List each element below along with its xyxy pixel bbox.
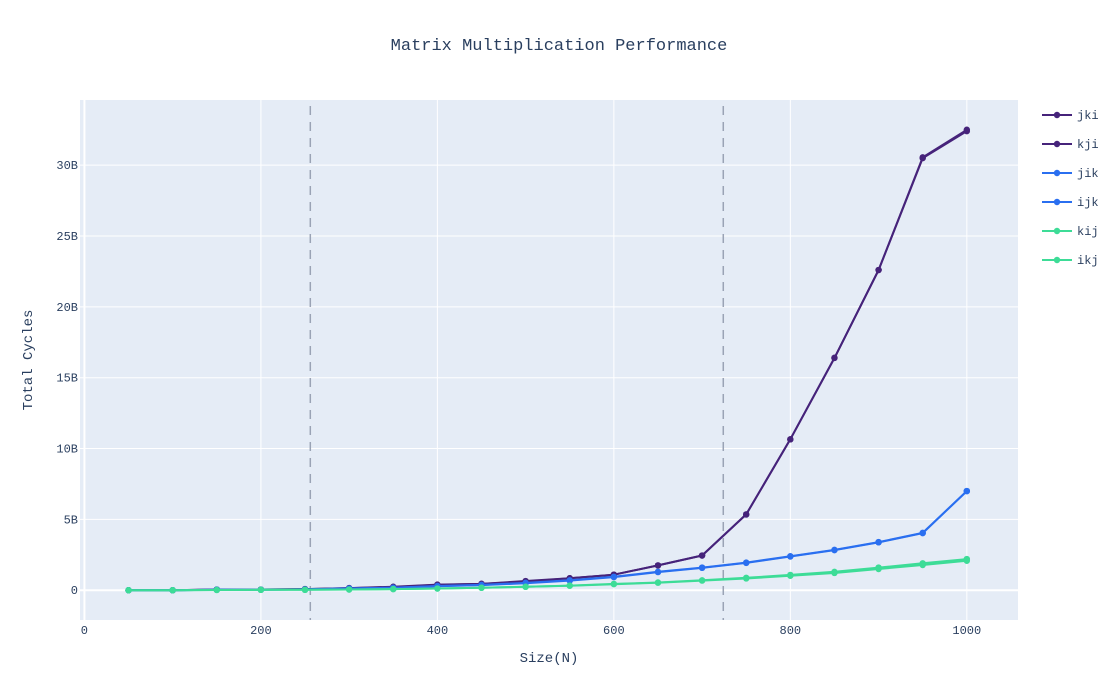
legend-item-jki[interactable]: jki xyxy=(1042,109,1099,123)
legend-item-kij[interactable]: kij xyxy=(1042,225,1099,239)
data-point[interactable] xyxy=(743,559,750,567)
chart-title: Matrix Multiplication Performance xyxy=(391,37,728,56)
y-tick-label: 10B xyxy=(56,443,78,457)
data-point[interactable] xyxy=(257,586,265,594)
x-gridlines xyxy=(83,100,968,620)
legend-item-ikj[interactable]: ikj xyxy=(1042,254,1099,268)
data-point[interactable] xyxy=(875,565,882,573)
x-tick-label: 600 xyxy=(603,624,625,638)
data-point[interactable] xyxy=(831,569,838,577)
data-point[interactable] xyxy=(919,561,926,569)
data-point[interactable] xyxy=(787,572,794,579)
x-tick-label: 400 xyxy=(427,624,449,638)
data-point[interactable] xyxy=(875,539,882,546)
data-point[interactable] xyxy=(654,568,662,576)
legend-label: ijk xyxy=(1077,196,1099,210)
legend-marker-icon xyxy=(1053,227,1061,235)
y-axis-title: Total Cycles xyxy=(21,310,37,411)
legend-item-ijk[interactable]: ijk xyxy=(1042,196,1099,210)
plot-area xyxy=(80,100,1018,620)
y-tick-label: 20B xyxy=(56,301,78,315)
data-point[interactable] xyxy=(125,587,132,594)
data-point[interactable] xyxy=(566,577,573,584)
legend-marker-icon xyxy=(1053,111,1061,119)
data-point[interactable] xyxy=(875,266,882,274)
data-point[interactable] xyxy=(963,487,971,495)
legend-label: jki xyxy=(1077,109,1099,123)
y-axis-ticks: 0 5B 10B 15B 20B 25B 30B xyxy=(56,159,78,598)
data-point[interactable] xyxy=(963,557,971,564)
data-point[interactable] xyxy=(522,583,529,591)
legend-label: jik xyxy=(1077,167,1099,181)
data-point[interactable] xyxy=(169,587,176,594)
data-point[interactable] xyxy=(919,154,926,161)
data-point[interactable] xyxy=(919,529,926,537)
data-point[interactable] xyxy=(213,586,220,594)
data-point[interactable] xyxy=(566,582,573,589)
x-axis-ticks: 0 200 400 600 800 1000 xyxy=(81,624,981,638)
data-point[interactable] xyxy=(698,552,706,559)
series-line xyxy=(128,559,967,592)
legend-marker-icon xyxy=(1053,169,1061,177)
legend: jki kji jik ijk kij ikj xyxy=(1042,109,1099,268)
legend-item-jik[interactable]: jik xyxy=(1042,167,1099,181)
data-point[interactable] xyxy=(831,354,838,362)
series-ikj xyxy=(125,557,971,594)
x-tick-label: 1000 xyxy=(952,624,981,638)
reference-lines xyxy=(309,106,725,620)
data-point[interactable] xyxy=(963,126,971,133)
data-point[interactable] xyxy=(743,575,750,582)
data-point[interactable] xyxy=(698,577,706,584)
legend-label: ikj xyxy=(1077,254,1099,268)
y-tick-label: 25B xyxy=(56,230,78,244)
data-point[interactable] xyxy=(787,436,794,443)
data-point[interactable] xyxy=(654,562,662,569)
legend-label: kji xyxy=(1077,138,1099,152)
y-tick-label: 15B xyxy=(56,372,78,386)
data-point[interactable] xyxy=(787,553,794,560)
data-point[interactable] xyxy=(743,511,750,518)
data-point[interactable] xyxy=(345,586,353,593)
data-point[interactable] xyxy=(390,585,397,593)
legend-marker-icon xyxy=(1053,140,1061,148)
data-point[interactable] xyxy=(478,584,485,592)
x-tick-label: 200 xyxy=(250,624,272,638)
x-tick-label: 800 xyxy=(780,624,802,638)
data-point[interactable] xyxy=(654,579,662,586)
data-point[interactable] xyxy=(610,573,618,581)
legend-label: kij xyxy=(1077,225,1099,239)
data-point[interactable] xyxy=(698,564,706,572)
legend-marker-icon xyxy=(1053,256,1061,264)
data-point[interactable] xyxy=(610,580,618,588)
data-point[interactable] xyxy=(301,586,309,594)
data-point[interactable] xyxy=(434,585,441,592)
y-tick-label: 0 xyxy=(71,584,78,598)
legend-marker-icon xyxy=(1053,198,1061,206)
data-point[interactable] xyxy=(831,546,838,554)
legend-item-kji[interactable]: kji xyxy=(1042,138,1099,152)
series-layer xyxy=(125,126,971,594)
x-tick-label: 0 xyxy=(81,624,88,638)
x-axis-title: Size(N) xyxy=(520,651,579,667)
y-tick-label: 30B xyxy=(56,159,78,173)
y-tick-label: 5B xyxy=(64,513,78,527)
